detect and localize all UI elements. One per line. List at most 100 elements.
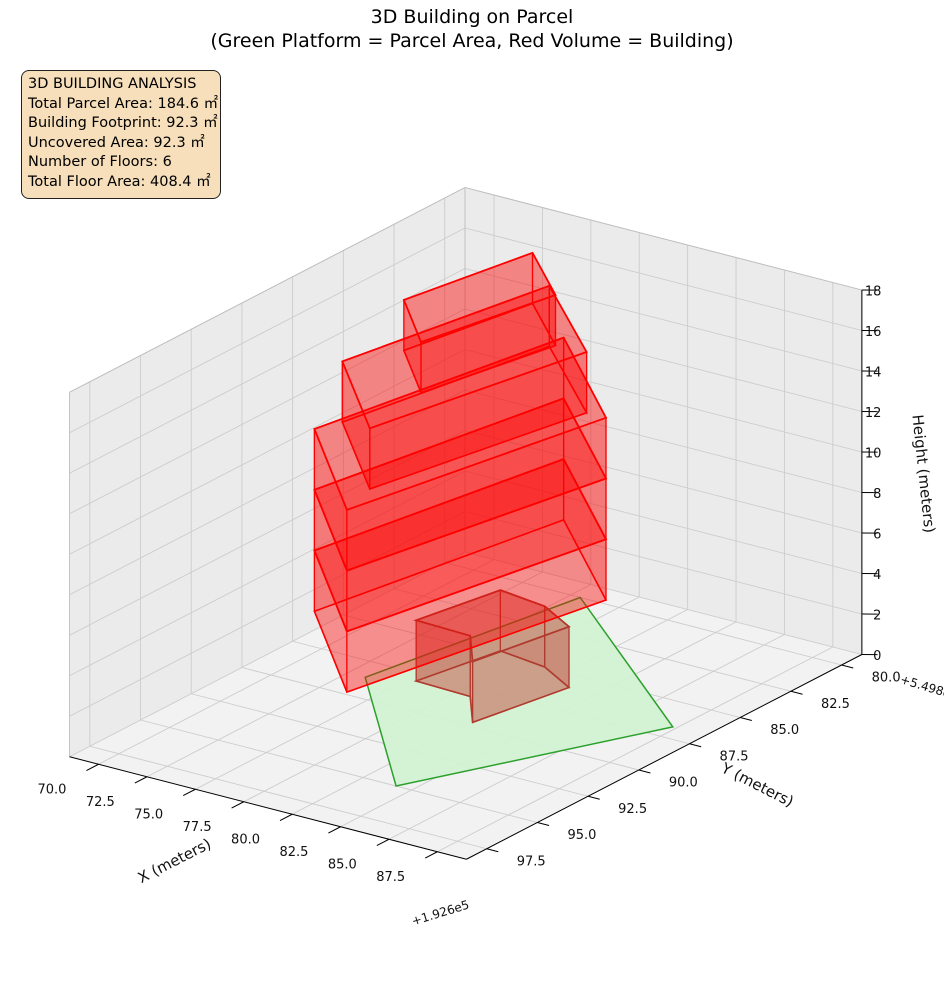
pane-edge-top-right — [69, 187, 466, 393]
z-tick-label: 0 — [873, 649, 881, 664]
grid-line-z-right — [69, 308, 466, 515]
grid-line-z-left — [464, 268, 862, 372]
y-tick — [587, 795, 600, 800]
floor-3-bottom — [313, 458, 608, 633]
grid-line-z-right — [69, 470, 466, 677]
tick-marks — [86, 289, 878, 859]
chart-title-line-2: (Green Platform = Parcel Area, Red Volum… — [210, 30, 734, 52]
grid-line-z-left — [464, 470, 862, 574]
grid-line-z-right — [69, 227, 466, 434]
x-tick — [328, 826, 341, 834]
z-tick-label: 4 — [873, 568, 881, 583]
y-tick — [486, 848, 499, 853]
floor-5-top — [341, 284, 588, 430]
floor-6-top — [402, 251, 557, 344]
grid-line-y-floor — [444, 562, 842, 666]
y-axis-label: Y (meters) — [718, 759, 797, 811]
grid-line-z-left — [464, 551, 862, 655]
y-tick-label: 80.0 — [872, 671, 901, 686]
x-tick-label: 70.0 — [37, 782, 66, 797]
analysis-parcel-area: Total Parcel Area: 184.6 ㎡ — [28, 95, 219, 112]
y-axis-line — [466, 654, 863, 860]
grid-line-z-left — [464, 349, 862, 453]
grid-line-z-right — [69, 349, 466, 555]
x-tick — [231, 801, 245, 809]
y-tick — [790, 690, 803, 695]
z-tick-label: 8 — [873, 487, 881, 502]
analysis-heading: 3D BUILDING ANALYSIS — [28, 76, 197, 92]
grid-line-z-left — [464, 430, 862, 534]
building-analysis-box: 3D BUILDING ANALYSIS Total Parcel Area: … — [21, 70, 221, 199]
analysis-footprint: Building Footprint: 92.3 ㎡ — [28, 115, 218, 132]
floor-4-top — [313, 336, 608, 512]
grid-line-z-right — [69, 268, 466, 474]
x-tick-label: 80.0 — [231, 832, 260, 847]
y-offset-label: +5.498e5 — [899, 672, 944, 703]
y-tick-label: 95.0 — [567, 828, 596, 843]
x-tick — [424, 851, 438, 859]
z-axis-label: Height (meters) — [908, 414, 938, 534]
grid-line-z-left — [464, 389, 862, 493]
x-offset-label: +1.926e5 — [410, 898, 471, 929]
x-tick — [279, 813, 293, 821]
analysis-floors: Number of Floors: 6 — [28, 154, 172, 171]
z-tick-label: 12 — [865, 406, 882, 421]
grid-line-z-right — [69, 430, 466, 636]
chart-marks — [313, 251, 675, 787]
y-tick — [841, 664, 854, 669]
grid-line-z-right — [69, 511, 466, 717]
back-pane-right — [69, 187, 465, 757]
grid-line-z-right — [69, 551, 466, 758]
z-tick-label: 6 — [873, 527, 881, 542]
z-tick-label: 2 — [873, 608, 881, 623]
grid-line-x-floor — [146, 571, 543, 778]
grid-line-z-left — [464, 511, 862, 615]
chart-title-line-1: 3D Building on Parcel — [370, 6, 574, 28]
x-tick — [376, 838, 390, 846]
y-tick — [638, 769, 651, 774]
grid-line-z-right — [69, 389, 466, 596]
grid-line-x-floor — [437, 646, 834, 853]
grid-line-y-floor — [89, 745, 487, 850]
axis-lines — [69, 187, 863, 860]
y-tick — [689, 743, 702, 748]
y-tick-label: 92.5 — [618, 802, 647, 817]
floor-2-bottom — [313, 518, 608, 694]
x-tick-label: 77.5 — [183, 820, 212, 835]
back-pane-left — [465, 187, 862, 655]
grid-line-y-floor — [140, 719, 538, 823]
floor-6 — [402, 251, 557, 394]
floor-2 — [313, 457, 608, 694]
y-tick-label: 97.5 — [517, 854, 546, 869]
y-tick-label: 90.0 — [669, 776, 698, 791]
y-tick — [740, 717, 752, 721]
x-axis-line — [69, 756, 467, 860]
x-axis-label: X (meters) — [135, 835, 214, 887]
z-tick-label: 10 — [865, 446, 882, 461]
x-tick — [134, 776, 148, 784]
y-tick-label: 82.5 — [821, 697, 850, 712]
floor-5-bottom — [341, 345, 588, 491]
floor-4 — [313, 336, 608, 572]
analysis-floor-area: Total Floor Area: 408.4 ㎡ — [28, 173, 211, 190]
x-tick-label: 87.5 — [376, 870, 405, 885]
grid-line-z-left — [464, 308, 862, 412]
grid-line-x-floor — [98, 559, 495, 765]
x-tick-label: 85.0 — [328, 857, 357, 872]
x-tick-label: 72.5 — [86, 795, 115, 810]
parcel-platform — [364, 596, 675, 787]
pane-edge-top-left — [464, 187, 862, 291]
x-tick-label: 82.5 — [279, 845, 308, 860]
floor-1-bottom — [413, 650, 571, 724]
floor-5 — [341, 283, 588, 491]
x-tick — [182, 788, 196, 796]
y-tick — [537, 822, 550, 826]
z-tick-label: 16 — [865, 325, 882, 340]
floor-6-bottom — [402, 302, 557, 394]
floor-1-top — [413, 589, 571, 663]
x-tick-label: 75.0 — [134, 807, 163, 822]
z-tick-label: 14 — [865, 365, 882, 380]
floor-4-bottom — [313, 397, 608, 572]
grid-line-z-left — [464, 227, 862, 331]
